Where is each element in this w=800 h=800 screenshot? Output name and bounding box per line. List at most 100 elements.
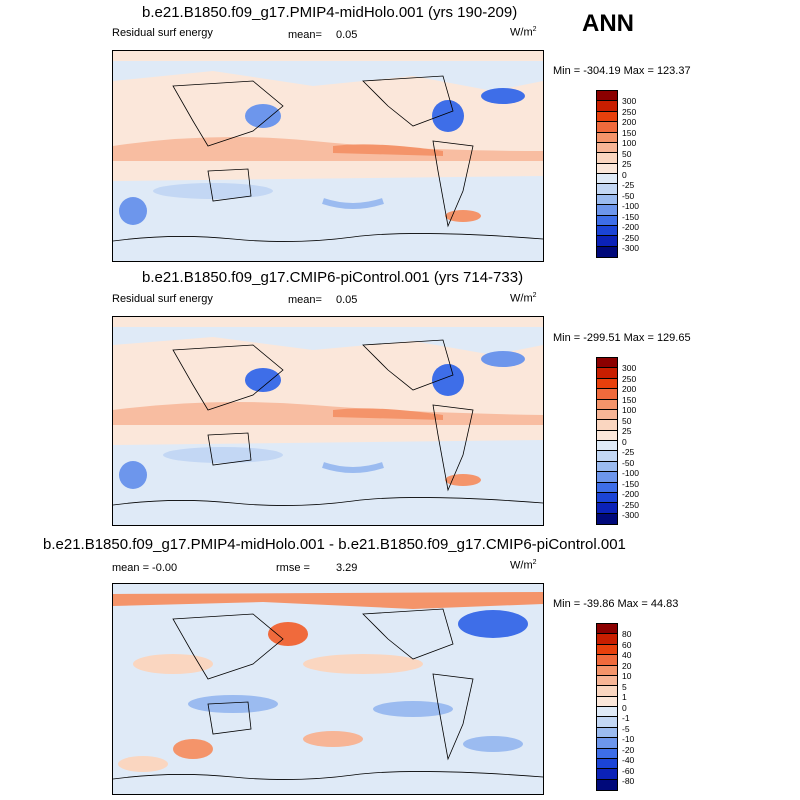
colorbar-swatch — [597, 378, 617, 390]
colorbar-swatch — [597, 503, 617, 514]
colorbar-label: -250 — [622, 232, 640, 243]
colorbar-label: 5 — [622, 681, 627, 692]
colorbar-swatch — [597, 132, 617, 143]
panel-1-colorbar — [596, 90, 618, 258]
panel-1-variable-label: Residual surf energy — [112, 27, 213, 39]
colorbar-label: 20 — [622, 660, 632, 671]
panel-1-units: W/m2 — [510, 26, 537, 39]
colorbar-label: 0 — [622, 169, 627, 180]
panel-1-title: b.e21.B1850.f09_g17.PMIP4-midHolo.001 (y… — [142, 4, 518, 21]
colorbar-swatch — [597, 358, 617, 369]
panel-1-mean-value: 0.05 — [336, 29, 358, 41]
colorbar-label: 100 — [622, 405, 637, 415]
colorbar-label: -100 — [622, 201, 640, 211]
colorbar-swatch — [597, 492, 617, 504]
panel-3-title: b.e21.B1850.f09_g17.PMIP4-midHolo.001 - … — [43, 536, 626, 553]
colorbar-label: -60 — [622, 765, 635, 776]
colorbar-swatch — [597, 205, 617, 216]
colorbar-label: -25 — [622, 180, 635, 190]
colorbar-label: -40 — [622, 755, 635, 765]
colorbar-swatch — [597, 686, 617, 697]
panel-3-mean-label: mean = -0.00 — [112, 562, 178, 574]
panel-1-mean-label: mean= — [288, 29, 322, 41]
colorbar-label: -250 — [622, 499, 640, 510]
colorbar-swatch — [597, 655, 617, 666]
colorbar-label: 10 — [622, 671, 632, 681]
colorbar-swatch — [597, 368, 617, 379]
colorbar-swatch — [597, 634, 617, 645]
colorbar-swatch — [597, 644, 617, 656]
colorbar-swatch — [597, 399, 617, 410]
colorbar-swatch — [597, 111, 617, 123]
colorbar-label: -300 — [622, 510, 640, 520]
colorbar-swatch — [597, 163, 617, 174]
colorbar-label: -20 — [622, 744, 635, 755]
colorbar-label: -200 — [622, 222, 640, 232]
colorbar-swatch — [597, 174, 617, 185]
colorbar-swatch — [597, 194, 617, 206]
colorbar-label: -150 — [622, 211, 640, 222]
colorbar-swatch — [597, 696, 617, 707]
colorbar-swatch — [597, 472, 617, 483]
colorbar-label: -150 — [622, 478, 640, 489]
colorbar-label: 250 — [622, 106, 637, 117]
colorbar-label: 50 — [622, 148, 632, 159]
panel-3-colorbar-labels: 80 60 40 20 10 5 1 0 -1 -5 -10 -20 -40 -60 -80 — [622, 629, 634, 787]
colorbar-label: 0 — [622, 436, 627, 447]
colorbar-swatch — [597, 513, 617, 524]
panel-3-units: W/m2 — [510, 559, 537, 572]
colorbar-label: 25 — [622, 159, 632, 169]
colorbar-label: 0 — [622, 702, 627, 713]
colorbar-swatch — [597, 717, 617, 728]
colorbar-label: 300 — [622, 363, 637, 373]
colorbar-label: -80 — [622, 776, 635, 786]
colorbar-swatch — [597, 409, 617, 421]
colorbar-label: -300 — [622, 243, 640, 253]
colorbar-swatch — [597, 451, 617, 462]
colorbar-swatch — [597, 91, 617, 102]
colorbar-label: 250 — [622, 373, 637, 384]
colorbar-label: 60 — [622, 639, 632, 650]
season-label: ANN — [582, 10, 634, 37]
colorbar-label: 100 — [622, 138, 637, 148]
panel-1-map — [112, 50, 544, 262]
panel-2-title: b.e21.B1850.f09_g17.CMIP6-piControl.001 … — [142, 269, 524, 286]
colorbar-label: -200 — [622, 489, 640, 499]
colorbar-swatch — [597, 142, 617, 154]
colorbar-swatch — [597, 225, 617, 237]
colorbar-label: -100 — [622, 468, 640, 478]
panel-2-map — [112, 316, 544, 526]
colorbar-label: -50 — [622, 190, 635, 201]
colorbar-swatch — [597, 420, 617, 431]
colorbar-swatch — [597, 738, 617, 749]
colorbar-swatch — [597, 461, 617, 473]
colorbar-label: -1 — [622, 713, 630, 723]
panel-3-rmse-label: rmse = — [276, 562, 310, 574]
colorbar-swatch — [597, 101, 617, 112]
panel-3-map — [112, 583, 544, 795]
colorbar-swatch — [597, 482, 617, 493]
colorbar-label: 40 — [622, 650, 632, 660]
colorbar-label: -5 — [622, 723, 630, 734]
colorbar-swatch — [597, 779, 617, 790]
colorbar-swatch — [597, 675, 617, 687]
colorbar-label: 80 — [622, 629, 632, 639]
colorbar-swatch — [597, 758, 617, 770]
panel-3-minmax: Min = -39.86 Max = 44.83 — [553, 598, 679, 610]
panel-2-colorbar — [596, 357, 618, 525]
panel-2-mean-value: 0.05 — [336, 294, 358, 306]
colorbar-swatch — [597, 727, 617, 739]
colorbar-label: -10 — [622, 734, 635, 744]
panel-1-minmax: Min = -304.19 Max = 123.37 — [553, 65, 691, 77]
panel-2-minmax: Min = -299.51 Max = 129.65 — [553, 332, 691, 344]
panel-3-rmse-value: 3.29 — [336, 562, 358, 574]
colorbar-swatch — [597, 624, 617, 635]
colorbar-swatch — [597, 748, 617, 759]
colorbar-swatch — [597, 215, 617, 226]
colorbar-swatch — [597, 246, 617, 257]
colorbar-label: 200 — [622, 384, 637, 394]
colorbar-label: 50 — [622, 415, 632, 426]
colorbar-label: 150 — [622, 394, 637, 405]
colorbar-swatch — [597, 441, 617, 452]
colorbar-swatch — [597, 389, 617, 400]
